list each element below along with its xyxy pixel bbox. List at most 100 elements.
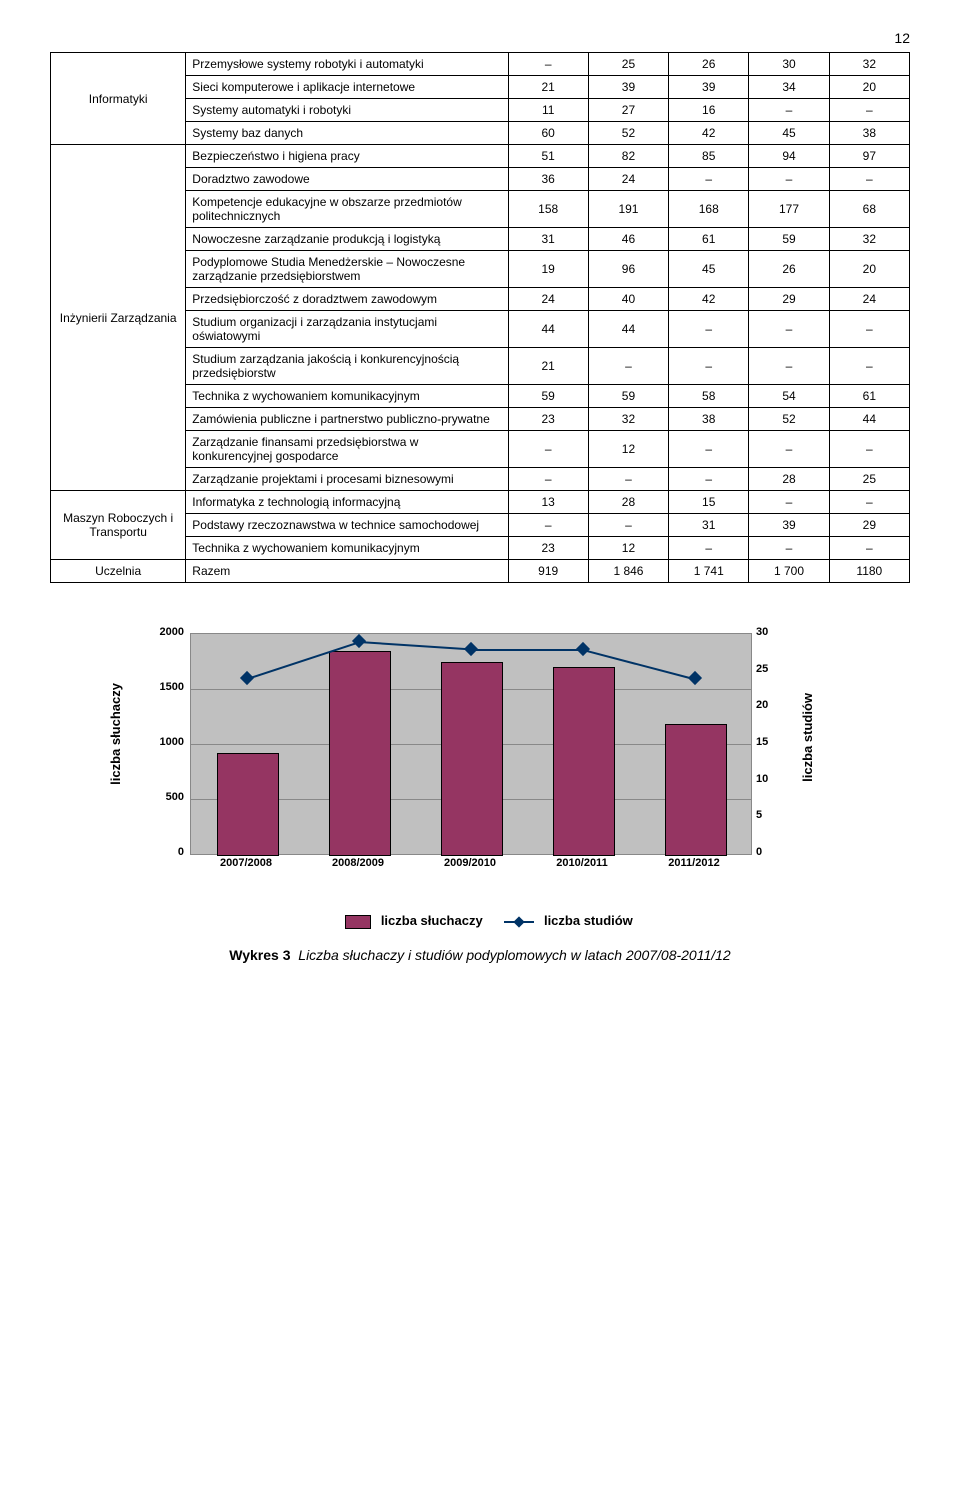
cell: 20 bbox=[829, 76, 909, 99]
data-table: InformatykiPrzemysłowe systemy robotyki … bbox=[50, 52, 910, 583]
line-marker bbox=[688, 671, 702, 685]
cell: 1180 bbox=[829, 560, 909, 583]
row-label: Zarządzanie projektami i procesami bizne… bbox=[186, 468, 508, 491]
x-tick: 2009/2010 bbox=[420, 857, 520, 869]
cell: 59 bbox=[508, 385, 588, 408]
cell: 82 bbox=[588, 145, 668, 168]
cell: – bbox=[829, 168, 909, 191]
chart: liczba słuchaczy liczba studiów 05001000… bbox=[130, 623, 830, 883]
cell: 31 bbox=[669, 514, 749, 537]
cell: 42 bbox=[669, 122, 749, 145]
cell: – bbox=[829, 431, 909, 468]
legend-line-swatch bbox=[504, 921, 534, 923]
cell: 20 bbox=[829, 251, 909, 288]
bar bbox=[217, 753, 279, 856]
y-right-tick: 20 bbox=[756, 699, 796, 711]
cell: – bbox=[749, 99, 829, 122]
cell: – bbox=[508, 468, 588, 491]
legend: liczba słuchaczy liczba studiów bbox=[50, 913, 910, 929]
cell: 1 741 bbox=[669, 560, 749, 583]
cell: 44 bbox=[588, 311, 668, 348]
row-label: Bezpieczeństwo i higiena pracy bbox=[186, 145, 508, 168]
cell: 38 bbox=[829, 122, 909, 145]
cell: 15 bbox=[669, 491, 749, 514]
row-label: Technika z wychowaniem komunikacyjnym bbox=[186, 537, 508, 560]
plot-area bbox=[190, 633, 752, 855]
y-right-tick: 15 bbox=[756, 736, 796, 748]
cell: 39 bbox=[749, 514, 829, 537]
cell: 29 bbox=[829, 514, 909, 537]
x-tick: 2011/2012 bbox=[644, 857, 744, 869]
cell: 39 bbox=[669, 76, 749, 99]
cell: 177 bbox=[749, 191, 829, 228]
cell: 11 bbox=[508, 99, 588, 122]
cell: 16 bbox=[669, 99, 749, 122]
cell: 61 bbox=[669, 228, 749, 251]
cell: – bbox=[669, 468, 749, 491]
row-label: Systemy automatyki i robotyki bbox=[186, 99, 508, 122]
group-header: Informatyki bbox=[51, 53, 186, 145]
line-marker bbox=[464, 642, 478, 656]
row-label: Doradztwo zawodowe bbox=[186, 168, 508, 191]
cell: – bbox=[829, 491, 909, 514]
x-tick: 2008/2009 bbox=[308, 857, 408, 869]
row-label: Technika z wychowaniem komunikacyjnym bbox=[186, 385, 508, 408]
cell: – bbox=[749, 491, 829, 514]
cell: 1 846 bbox=[588, 560, 668, 583]
row-label: Kompetencje edukacyjne w obszarze przedm… bbox=[186, 191, 508, 228]
row-label: Systemy baz danych bbox=[186, 122, 508, 145]
row-label: Zamówienia publiczne i partnerstwo publi… bbox=[186, 408, 508, 431]
cell: 32 bbox=[829, 53, 909, 76]
cell: – bbox=[508, 514, 588, 537]
line-marker bbox=[352, 634, 366, 648]
cell: 94 bbox=[749, 145, 829, 168]
cell: 29 bbox=[749, 288, 829, 311]
bar bbox=[553, 667, 615, 856]
cell: – bbox=[588, 468, 668, 491]
y-left-tick: 500 bbox=[134, 791, 184, 803]
row-label: Zarządzanie finansami przedsiębiorstwa w… bbox=[186, 431, 508, 468]
legend-bar-swatch bbox=[345, 915, 371, 929]
cell: – bbox=[749, 348, 829, 385]
cell: 97 bbox=[829, 145, 909, 168]
row-label: Studium organizacji i zarządzania instyt… bbox=[186, 311, 508, 348]
cell: – bbox=[508, 53, 588, 76]
cell: – bbox=[829, 348, 909, 385]
cell: 25 bbox=[829, 468, 909, 491]
cell: 26 bbox=[669, 53, 749, 76]
y-right-tick: 5 bbox=[756, 809, 796, 821]
cell: 44 bbox=[508, 311, 588, 348]
cell: 24 bbox=[508, 288, 588, 311]
cell: – bbox=[588, 514, 668, 537]
y-left-tick: 1500 bbox=[134, 681, 184, 693]
cell: 45 bbox=[749, 122, 829, 145]
cell: 51 bbox=[508, 145, 588, 168]
group-header: Maszyn Roboczych i Transportu bbox=[51, 491, 186, 560]
y-right-title: liczba studiów bbox=[800, 693, 815, 782]
cell: – bbox=[829, 99, 909, 122]
cell: 42 bbox=[669, 288, 749, 311]
legend-line-label: liczba studiów bbox=[544, 913, 633, 928]
cell: – bbox=[749, 537, 829, 560]
cell: – bbox=[669, 311, 749, 348]
cell: 919 bbox=[508, 560, 588, 583]
row-label: Podyplomowe Studia Menedżerskie – Nowocz… bbox=[186, 251, 508, 288]
row-label: Studium zarządzania jakością i konkurenc… bbox=[186, 348, 508, 385]
cell: 21 bbox=[508, 348, 588, 385]
cell: 45 bbox=[669, 251, 749, 288]
y-right-tick: 10 bbox=[756, 773, 796, 785]
cell: – bbox=[669, 168, 749, 191]
cell: – bbox=[749, 311, 829, 348]
cell: 34 bbox=[749, 76, 829, 99]
cell: – bbox=[749, 431, 829, 468]
cell: 24 bbox=[829, 288, 909, 311]
cell: – bbox=[829, 311, 909, 348]
group-header: Uczelnia bbox=[51, 560, 186, 583]
cell: 44 bbox=[829, 408, 909, 431]
cell: 32 bbox=[588, 408, 668, 431]
cell: 40 bbox=[588, 288, 668, 311]
cell: 13 bbox=[508, 491, 588, 514]
group-header: Inżynierii Zarządzania bbox=[51, 145, 186, 491]
bar bbox=[329, 651, 391, 856]
cell: 31 bbox=[508, 228, 588, 251]
